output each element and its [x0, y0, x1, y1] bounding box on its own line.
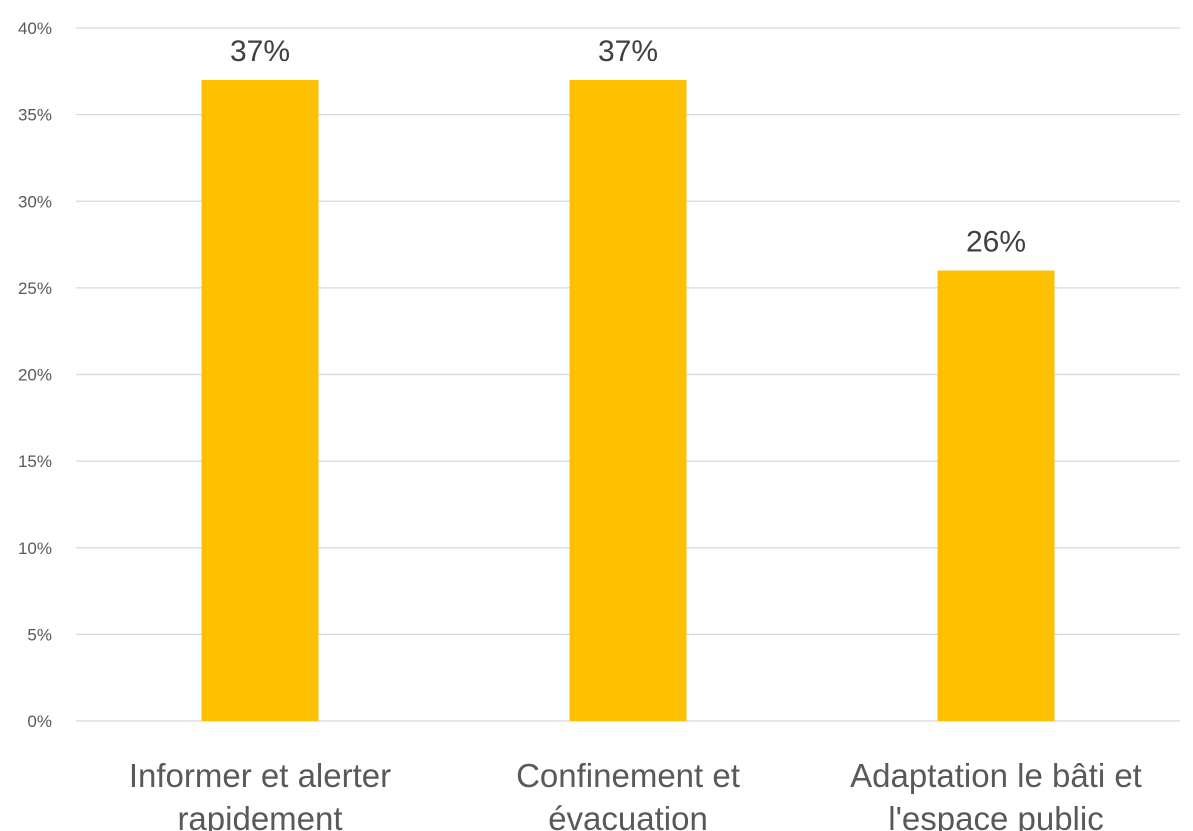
data-label: 37% — [598, 35, 658, 68]
x-category-label-line: Adaptation le bâti et — [850, 757, 1142, 794]
y-tick-label: 5% — [27, 625, 52, 644]
y-tick-label: 35% — [18, 106, 52, 125]
x-category-label-line: l'espace public — [888, 800, 1103, 831]
y-tick-label: 20% — [18, 366, 52, 385]
y-tick-label: 40% — [18, 19, 52, 38]
y-axis-tick-labels: 0% 5% 10% 15% 20% 25% 30% 35% 40% — [18, 19, 52, 731]
data-label: 26% — [966, 226, 1026, 259]
bar — [201, 79, 319, 722]
bars — [201, 79, 1055, 722]
bar — [937, 270, 1055, 721]
y-tick-label: 10% — [18, 539, 52, 558]
bar — [569, 79, 687, 722]
y-tick-label: 25% — [18, 279, 52, 298]
x-category-label: Adaptation le bâti et l'espace public — [850, 757, 1142, 831]
x-axis-category-labels: Informer et alerter rapidement Confinement… — [129, 757, 1142, 831]
y-tick-label: 0% — [27, 712, 52, 731]
y-tick-label: 30% — [18, 192, 52, 211]
x-category-label-line: rapidement — [177, 800, 342, 831]
y-tick-label: 15% — [18, 452, 52, 471]
data-label: 37% — [230, 35, 290, 68]
x-category-label: Confinement et évacuation — [516, 757, 740, 831]
x-category-label: Informer et alerter rapidement — [129, 757, 391, 831]
x-category-label-line: Informer et alerter — [129, 757, 391, 794]
x-category-label-line: Confinement et — [516, 757, 740, 794]
data-labels: 37% 37% 26% — [230, 35, 1026, 259]
x-category-label-line: évacuation — [548, 800, 708, 831]
